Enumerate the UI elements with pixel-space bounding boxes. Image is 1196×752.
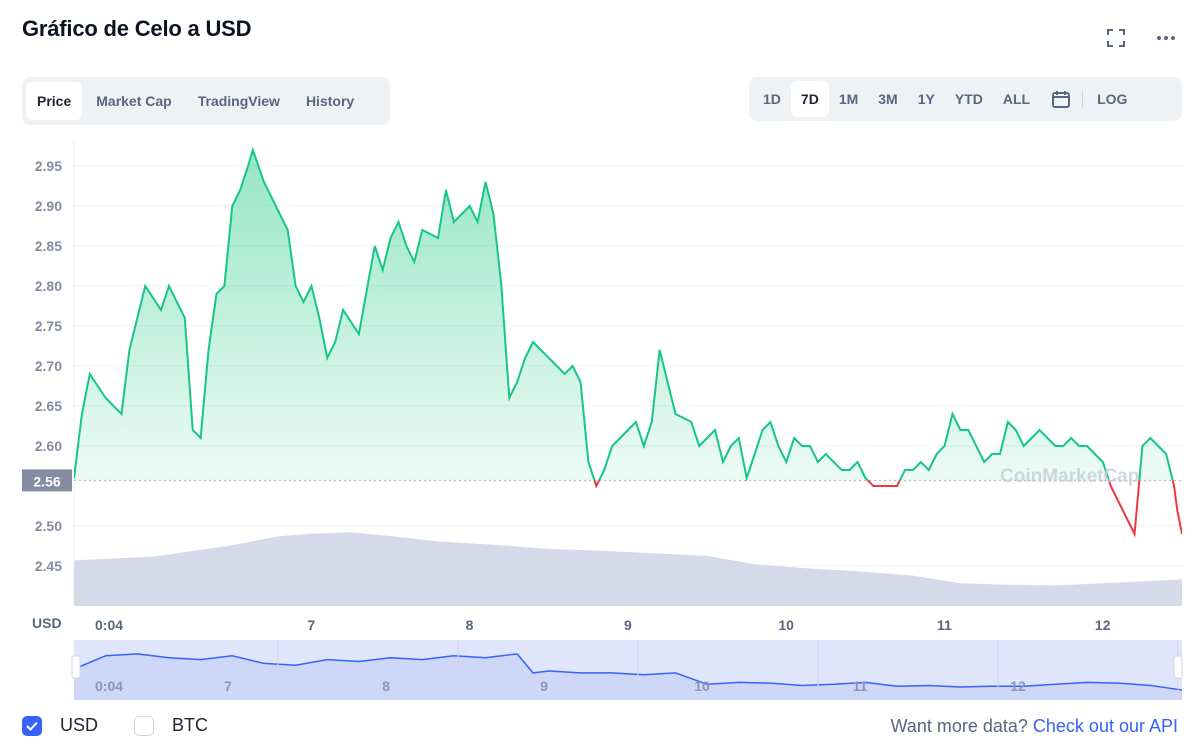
tab-history[interactable]: History [305,93,355,109]
y-tick-label: 2.70 [35,358,62,374]
watermark: CoinMarketCap [1000,466,1139,487]
btc-checkbox[interactable]: BTC [134,715,208,736]
y-tick-label: 2.85 [35,238,62,254]
usd-label: USD [60,715,99,735]
navigator-area [74,653,1182,700]
navigator-line [73,653,1183,691]
range-1m[interactable]: 1M [838,91,859,107]
range-7d[interactable]: 7D [790,81,829,117]
chart-tabs: Price Market Cap TradingView History [22,77,390,125]
tab-price[interactable]: Price [26,82,83,120]
volume-area [74,532,1182,606]
navigator-handle-right[interactable] [1173,655,1183,679]
navigator-tick-label: 0:04 [95,678,123,694]
more-horizontal-icon[interactable] [1154,26,1178,50]
navigator-tick-label: 7 [224,678,232,694]
fullscreen-icon[interactable] [1104,26,1128,50]
range-ytd[interactable]: YTD [954,91,983,107]
range-selector: 1D 7D 1M 3M 1Y YTD ALL LOG [749,77,1182,121]
range-1d[interactable]: 1D [763,91,781,107]
btc-label: BTC [172,715,209,735]
y-tick-label: 2.95 [35,158,62,174]
x-tick-label: 12 [1095,617,1111,633]
tab-tradingview[interactable]: TradingView [197,93,280,109]
x-tick-label: 8 [466,617,474,633]
checkbox-checked[interactable] [22,715,42,736]
y-tick-label: 2.45 [35,558,62,574]
y-tick-label: 2.90 [35,198,62,214]
range-1y[interactable]: 1Y [917,91,935,107]
navigator-tick-label: 9 [540,678,548,694]
y-tick-label: 2.50 [35,518,62,534]
x-tick-label: 7 [307,617,315,633]
range-all[interactable]: ALL [1002,91,1031,107]
price-area [74,150,1173,481]
range-3m[interactable]: 3M [878,91,898,107]
navigator-tick-label: 12 [1010,678,1026,694]
navigator-tick-label: 10 [694,678,710,694]
y-tick-label: 2.80 [35,278,62,294]
checkbox-unchecked[interactable] [134,715,155,736]
x-tick-label: 0:04 [95,617,123,633]
current-price-label: 2.56 [33,473,60,489]
currency-axis-label: USD [32,615,62,631]
calendar-icon[interactable] [1046,81,1076,117]
api-link[interactable]: Check out our API [1032,716,1178,736]
x-tick-label: 10 [778,617,794,633]
page-title: Gráfico de Celo a USD [22,16,252,41]
log-toggle[interactable]: LOG [1097,91,1128,107]
api-prefix: Want more data? [890,716,1028,736]
x-tick-label: 11 [937,617,952,633]
tab-market-cap[interactable]: Market Cap [96,93,172,109]
y-tick-label: 2.65 [35,398,62,414]
y-tick-label: 2.75 [35,318,62,334]
current-price-badge [22,469,72,492]
navigator-tick-label: 11 [853,678,868,694]
navigator-tick-label: 8 [382,678,390,694]
y-tick-label: 2.60 [35,438,62,454]
price-line-up [74,146,1174,481]
navigator-handle-left[interactable] [71,655,81,679]
x-tick-label: 9 [624,617,632,633]
usd-checkbox[interactable]: USD [22,715,98,736]
range-divider [1082,90,1084,108]
api-promo: Want more data? Check out our API [890,716,1178,737]
price-chart[interactable]: 2.95 2.90 2.85 2.80 2.75 2.70 2.65 2.60 2.50 2.45… [0,130,1196,705]
